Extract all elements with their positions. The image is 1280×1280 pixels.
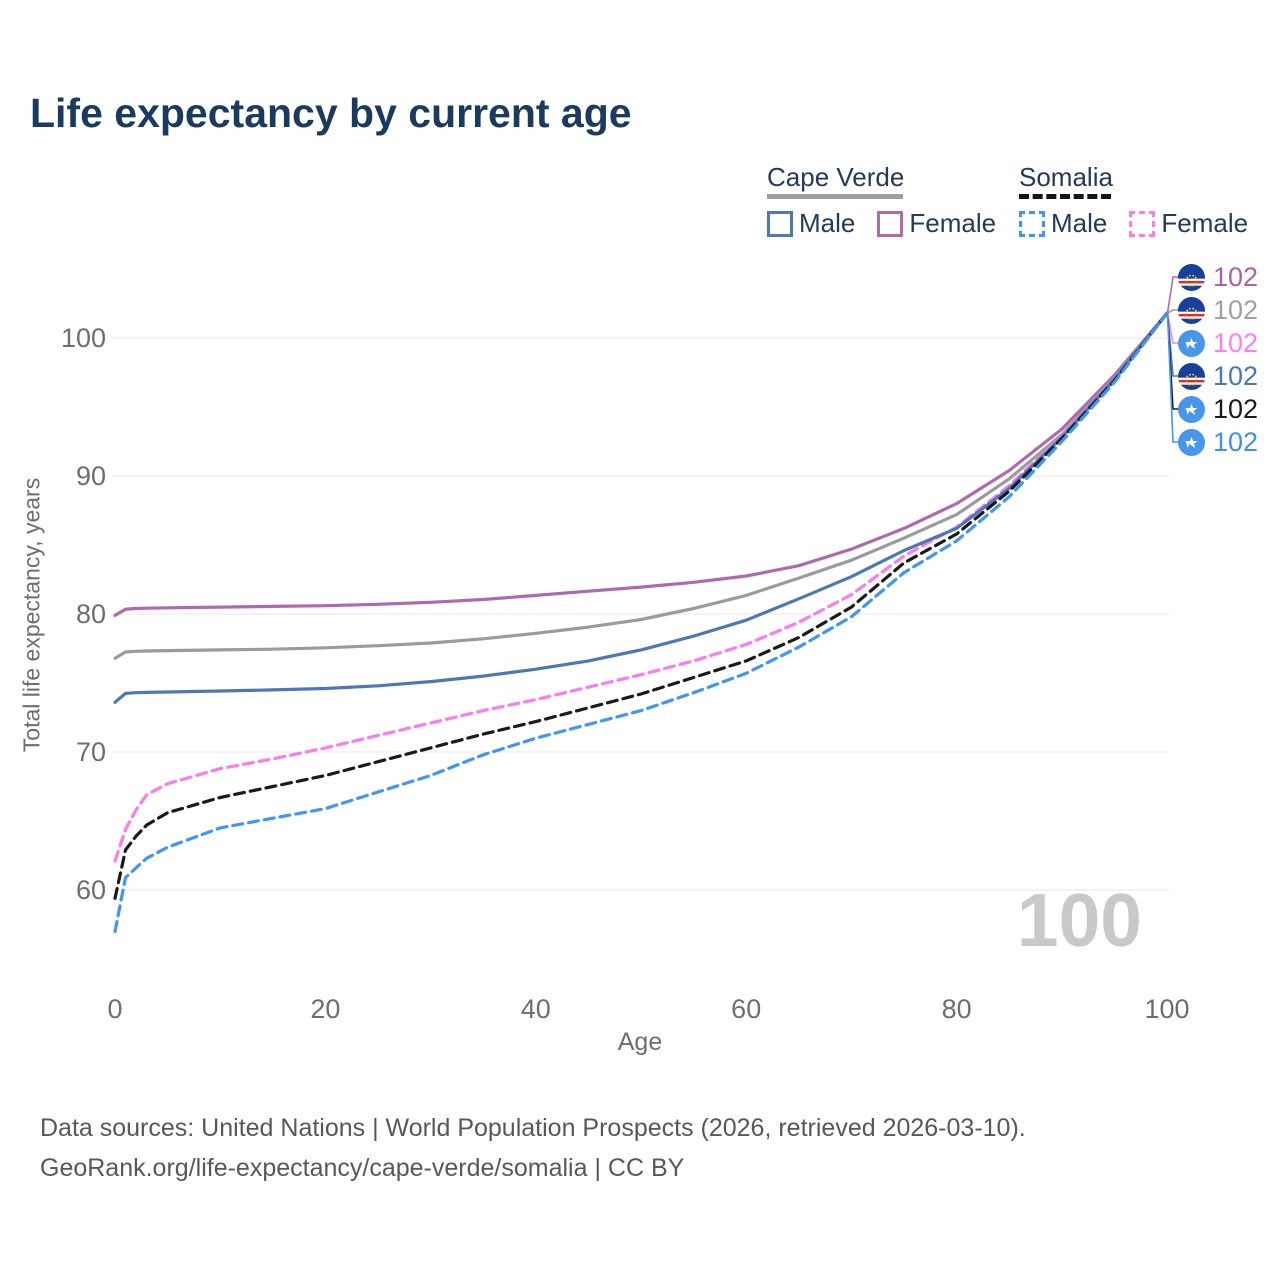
cape-verde-male-swatch-icon (767, 210, 793, 237)
cape-verde-flag-icon (1178, 362, 1205, 390)
legend-item-somalia-female[interactable]: Female (1129, 208, 1248, 239)
somalia-flag-icon (1178, 395, 1205, 423)
legend-group-title-cape-verde[interactable]: Cape Verde (767, 162, 905, 192)
somalia-flag-icon (1178, 428, 1205, 456)
end-value: 102 (1213, 360, 1259, 391)
y-axis-title: Total life expectancy, years (18, 477, 45, 753)
x-tick-label-60: 60 (731, 994, 761, 1024)
legend: Cape Verde Male Female Somalia Male (0, 0, 1280, 250)
end-value: 102 (1213, 426, 1259, 457)
legend-group-title-somalia[interactable]: Somalia (1019, 162, 1113, 192)
series-end-label-cape-verde-all[interactable]: 102 (1178, 294, 1258, 326)
x-axis-title: Age (617, 1028, 663, 1056)
end-value: 102 (1213, 393, 1259, 424)
series-end-label-somalia-female[interactable]: 102 (1178, 327, 1258, 359)
series-line-somalia-all (113, 311, 1169, 900)
age-watermark: 100 (1017, 878, 1142, 962)
legend-item-cape-verde-male[interactable]: Male (767, 208, 855, 239)
series-end-label-somalia-male[interactable]: 102 (1178, 426, 1258, 458)
y-tick-label-90: 90 (76, 461, 106, 491)
x-tick-label-40: 40 (521, 994, 551, 1024)
legend-item-label: Female (1161, 208, 1249, 238)
x-tick-label-80: 80 (942, 994, 972, 1024)
x-tick-label-100: 100 (1144, 994, 1189, 1024)
label-connector (1166, 313, 1179, 443)
series-line-cape-verde-male (113, 311, 1169, 704)
somalia-male-swatch-icon (1019, 210, 1045, 237)
footer-data-sources: Data sources: United Nations | World Pop… (40, 1114, 1026, 1142)
end-value: 102 (1213, 261, 1259, 292)
x-tick-label-0: 0 (107, 994, 122, 1024)
series-end-label-cape-verde-male[interactable]: 102 (1178, 360, 1258, 392)
cape-verde-flag-icon (1178, 263, 1205, 291)
y-tick-label-70: 70 (76, 737, 106, 767)
series-line-cape-verde-all (113, 311, 1169, 660)
footer: Data sources: United Nations | World Pop… (40, 1108, 1026, 1188)
x-tick-label-20: 20 (310, 994, 340, 1024)
series-line-somalia-male (113, 311, 1169, 934)
legend-item-somalia-male[interactable]: Male (1019, 208, 1107, 239)
label-connector (1166, 313, 1179, 344)
legend-item-label: Male (799, 208, 856, 238)
cape-verde-flag-icon (1178, 296, 1205, 324)
page-title: Life expectancy by current age (30, 90, 632, 136)
series-line-cape-verde-female (113, 311, 1169, 618)
legend-item-label: Female (909, 208, 997, 238)
series-end-label-somalia-all[interactable]: 102 (1178, 393, 1258, 425)
y-tick-label-80: 80 (76, 599, 106, 629)
label-connector (1167, 309, 1179, 314)
somalia-female-swatch-icon (1129, 210, 1156, 237)
label-connector (1166, 276, 1179, 314)
cape-verde-female-swatch-icon (877, 210, 904, 237)
y-tick-label-60: 60 (76, 875, 106, 905)
footer-attribution-link[interactable]: GeoRank.org/life-expectancy/cape-verde/s… (40, 1154, 685, 1182)
series-end-label-cape-verde-female[interactable]: 102 (1178, 261, 1258, 293)
somalia-flag-icon (1178, 329, 1205, 357)
end-value: 102 (1213, 327, 1259, 358)
legend-group-somalia: Somalia Male Female (1019, 163, 1248, 239)
y-tick-label-100: 100 (61, 323, 106, 353)
legend-item-cape-verde-female[interactable]: Female (877, 208, 996, 239)
end-value: 102 (1213, 294, 1259, 325)
legend-item-label: Male (1051, 208, 1108, 238)
